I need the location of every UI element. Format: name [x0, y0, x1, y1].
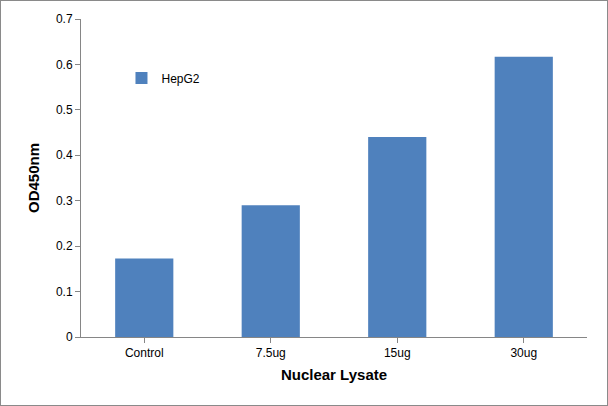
- svg-text:Nuclear Lysate: Nuclear Lysate: [281, 366, 387, 383]
- svg-text:0: 0: [66, 330, 73, 344]
- svg-text:Control: Control: [125, 346, 164, 360]
- svg-text:15ug: 15ug: [384, 346, 411, 360]
- svg-text:0.6: 0.6: [56, 58, 73, 72]
- svg-text:OD450nm: OD450nm: [25, 143, 42, 213]
- svg-text:0.3: 0.3: [56, 194, 73, 208]
- svg-text:0.2: 0.2: [56, 239, 73, 253]
- svg-text:HepG2: HepG2: [161, 72, 199, 86]
- svg-text:0.1: 0.1: [56, 285, 73, 299]
- svg-text:7.5ug: 7.5ug: [256, 346, 286, 360]
- svg-text:30ug: 30ug: [510, 346, 537, 360]
- svg-text:0.7: 0.7: [56, 12, 73, 26]
- svg-text:0.5: 0.5: [56, 103, 73, 117]
- svg-text:0.4: 0.4: [56, 148, 73, 162]
